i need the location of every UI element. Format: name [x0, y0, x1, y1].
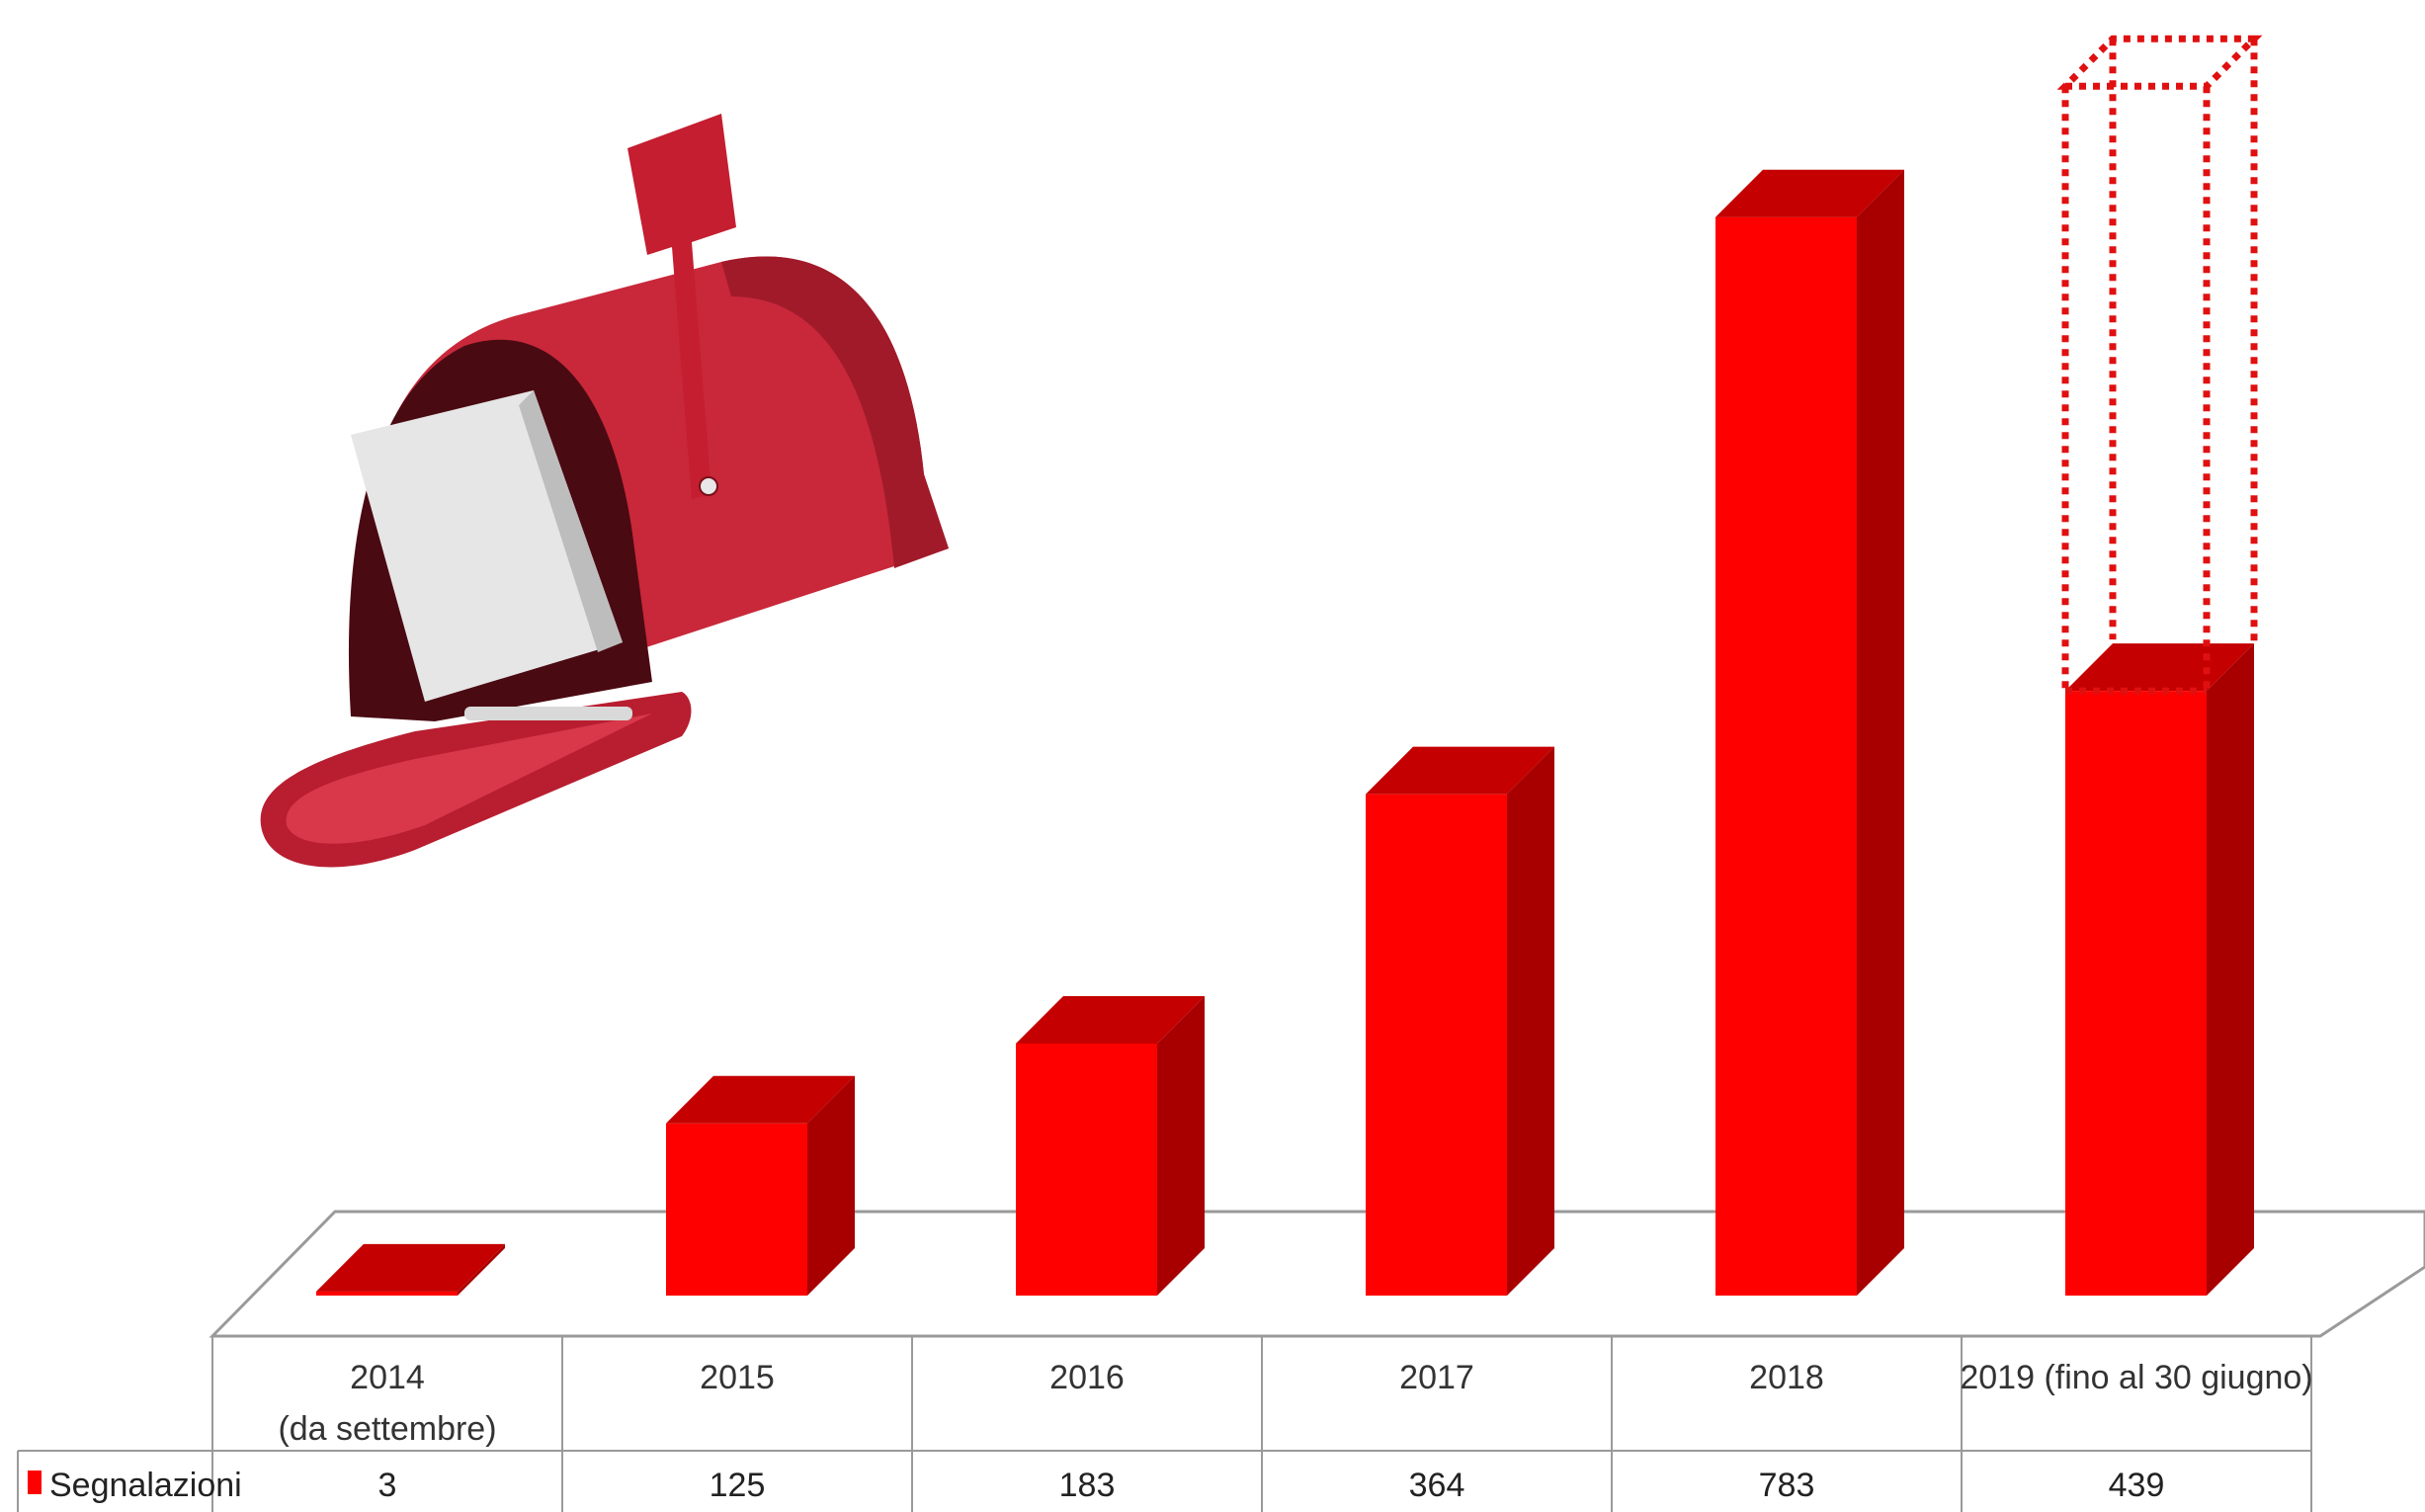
bar-top: [1016, 995, 1205, 1044]
legend-label: Segnalazioni: [49, 1467, 242, 1504]
projection-top: [2056, 35, 2263, 90]
bar-side: [2207, 643, 2254, 1296]
x-tick-label: 2016: [1049, 1359, 1125, 1396]
bar-top: [1366, 746, 1554, 795]
value-label: 364: [1409, 1467, 1465, 1504]
bar-front: [1016, 1043, 1157, 1296]
value-label: 125: [710, 1467, 766, 1504]
bar-0: [316, 1243, 505, 1296]
data-table: 2014 (da settembre) 2015 2016 2017 2018 2019 (…: [17, 1335, 2313, 1512]
bar-3: [1366, 746, 1554, 1296]
bar-top: [316, 1243, 505, 1292]
bar-front: [1366, 794, 1507, 1296]
legend: Segnalazioni: [28, 1467, 242, 1504]
value-label: 439: [2109, 1467, 2165, 1504]
bar-side: [1857, 169, 1904, 1297]
bar-top: [1715, 169, 1904, 217]
value-label: 783: [1759, 1467, 1815, 1504]
projection-outline: [2056, 35, 2263, 695]
mailbox-icon: [260, 114, 949, 868]
bar-side: [1157, 995, 1205, 1296]
bar-top: [666, 1075, 855, 1124]
bar-front: [666, 1123, 807, 1296]
x-tick-labels: 2014 (da settembre) 2015 2016 2017 2018 2019 (…: [278, 1359, 2312, 1448]
bar-4: [1715, 169, 1904, 1297]
bar-5: [2065, 643, 2254, 1296]
bar-side: [1507, 746, 1554, 1296]
bar-front: [316, 1291, 458, 1296]
bar-2: [1016, 995, 1205, 1296]
x-tick-label: 2018: [1749, 1359, 1824, 1396]
x-tick-label: 2017: [1399, 1359, 1474, 1396]
bar-side: [458, 1243, 505, 1296]
x-tick-label: 2015: [700, 1359, 775, 1396]
bar-1: [666, 1075, 855, 1296]
x-tick-label: 2019 (fino al 30 giugno): [1960, 1359, 2312, 1396]
value-label: 183: [1059, 1467, 1116, 1504]
bar-front: [2065, 691, 2207, 1296]
legend-swatch: [28, 1470, 42, 1494]
bar-side: [807, 1075, 855, 1296]
table-grid: [17, 1335, 2312, 1512]
bar-front: [1715, 216, 1857, 1297]
bars-group: [316, 35, 2263, 1297]
value-labels: 3 125 183 364 783 439: [378, 1467, 2165, 1504]
x-tick-label: 2014 (da settembre): [278, 1359, 496, 1448]
value-label: 3: [378, 1467, 397, 1504]
